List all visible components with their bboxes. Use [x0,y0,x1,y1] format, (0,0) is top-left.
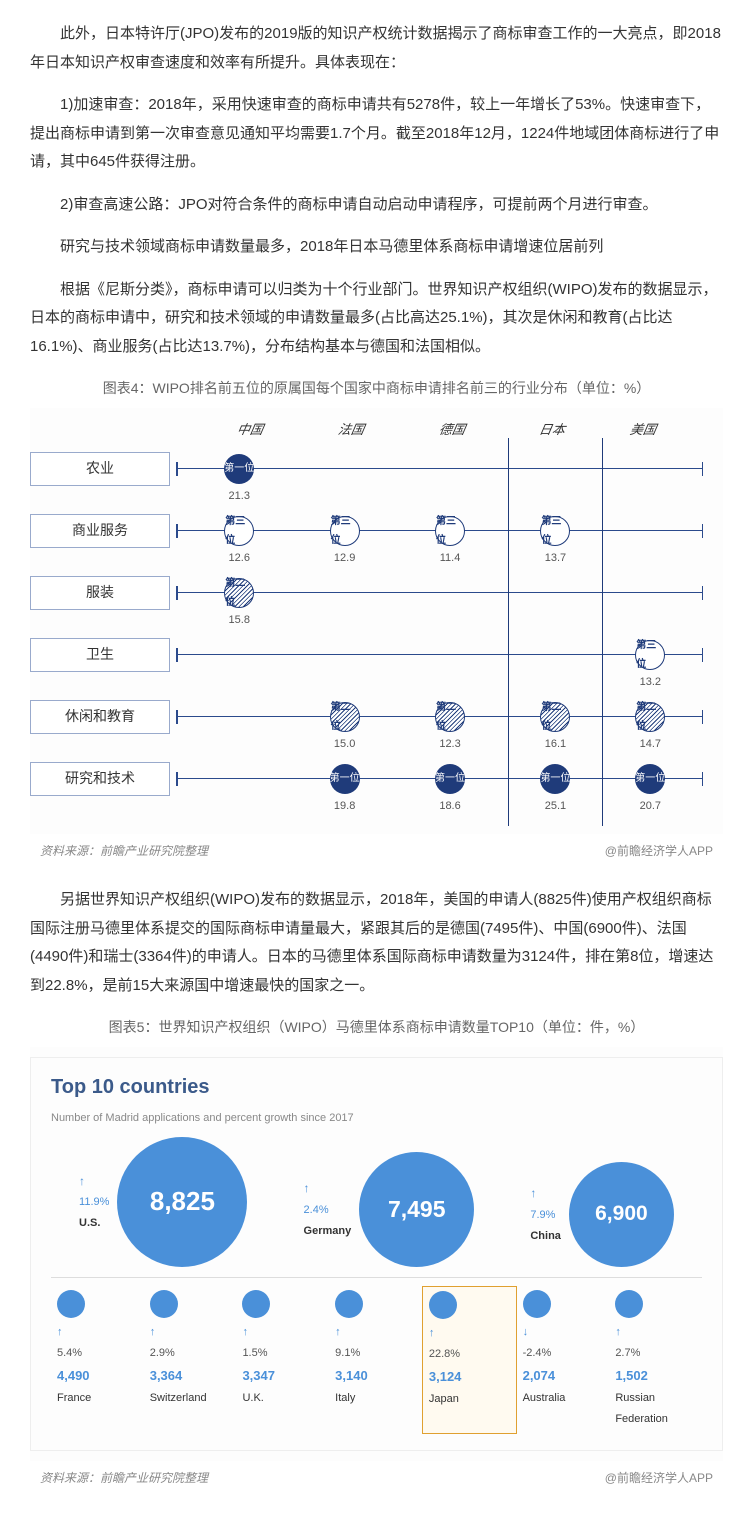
chart5-big-item: ↑11.9%U.S.8,825 [79,1137,247,1267]
chart5-small-item: ↓-2.4%2,074Australia [517,1286,610,1434]
chart5-big-item: ↑7.9%China6,900 [530,1162,674,1267]
chart4-row: 商业服务第三位12.6第三位12.9第三位11.4第三位13.7 [30,514,723,576]
paragraph-4: 研究与技术领域商标申请数量最多，2018年日本马德里体系商标申请增速位居前列 [30,233,723,262]
chart4-dot: 第三位 [330,516,360,546]
chart4-dot: 第一位 [330,764,360,794]
chart4-dot: 第二位 [635,702,665,732]
chart4-value: 14.7 [640,734,661,755]
chart5-small-item: ↑1.5%3,347U.K. [236,1286,329,1434]
chart5-heading: Top 10 countries [51,1068,702,1106]
chart4-dot: 第三位 [435,516,465,546]
chart4-dot: 第一位 [635,764,665,794]
chart4-dot: 第一位 [435,764,465,794]
chart4-row: 研究和技术第一位19.8第一位18.6第一位25.1第一位20.7 [30,762,723,824]
chart4-source: 资料来源：前瞻产业研究院整理 [40,840,208,863]
chart4-dot: 第一位 [224,454,254,484]
chart4-row: 农业 第一位21.3 [30,452,723,514]
chart5-credit: @前瞻经济学人APP [605,1467,713,1490]
chart5-big-item: ↑2.4%Germany7,495 [304,1152,475,1267]
chart4-credit: @前瞻经济学人APP [605,840,713,863]
chart4-dot: 第二位 [224,578,254,608]
chart4-dot: 第二位 [435,702,465,732]
chart4-row-label: 商业服务 [30,514,170,548]
chart4-row-label: 研究和技术 [30,762,170,796]
chart4-dot: 第一位 [540,764,570,794]
paragraph-5: 根据《尼斯分类》，商标申请可以归类为十个行业部门。世界知识产权组织(WIPO)发… [30,276,723,362]
chart4-value: 21.3 [229,486,250,507]
chart5-small-item: ↑9.1%3,140Italy [329,1286,422,1434]
chart4-row-label: 服装 [30,576,170,610]
chart5-source: 资料来源：前瞻产业研究院整理 [40,1467,208,1490]
chart4-value: 11.4 [440,548,461,569]
chart4: 中国法国德国日本美国农业第一位21.3商业服务第三位12.6第三位12.9第三位… [30,408,723,834]
chart5-small-item: ↑2.9%3,364Switzerland [144,1286,237,1434]
chart4-value: 15.0 [334,734,355,755]
chart5-subtitle: Number of Madrid applications and percen… [51,1108,702,1129]
paragraph-3: 2)审查高速公路：JPO对符合条件的商标申请自动启动申请程序，可提前两个月进行审… [30,191,723,220]
chart4-row: 休闲和教育第二位15.0第二位12.3第二位16.1第二位14.7 [30,700,723,762]
chart4-row-label: 卫生 [30,638,170,672]
chart4-value: 12.3 [439,734,460,755]
paragraph-1: 此外，日本特许厅(JPO)发布的2019版的知识产权统计数据揭示了商标审查工作的… [30,20,723,77]
chart4-dot: 第二位 [330,702,360,732]
chart4-value: 15.8 [229,610,250,631]
chart5-small-item: ↑5.4%4,490France [51,1286,144,1434]
chart4-dot: 第二位 [540,702,570,732]
chart4-value: 12.9 [334,548,355,569]
chart4-row: 服装 第二位15.8 [30,576,723,638]
chart4-value: 12.6 [229,548,250,569]
chart4-value: 20.7 [640,796,661,817]
chart4-row: 卫生 第三位13.2 [30,638,723,700]
chart4-title: 图表4：WIPO排名前五位的原属国每个国家中商标申请排名前三的行业分布（单位：%… [30,375,723,402]
chart5: Top 10 countriesNumber of Madrid applica… [30,1047,723,1461]
chart4-value: 25.1 [545,796,566,817]
chart4-row-label: 农业 [30,452,170,486]
chart4-value: 19.8 [334,796,355,817]
chart4-dot: 第三位 [635,640,665,670]
paragraph-2: 1)加速审查：2018年，采用快速审查的商标申请共有5278件，较上一年增长了5… [30,91,723,177]
chart4-dot: 第三位 [540,516,570,546]
chart4-dot: 第三位 [224,516,254,546]
chart4-row-label: 休闲和教育 [30,700,170,734]
paragraph-6: 另据世界知识产权组织(WIPO)发布的数据显示，2018年，美国的申请人(882… [30,886,723,1000]
chart4-value: 18.6 [439,796,460,817]
chart4-value: 13.2 [640,672,661,693]
chart5-small-item: ↑2.7%1,502Russian Federation [609,1286,702,1434]
chart5-small-item: ↑22.8%3,124Japan [422,1286,517,1434]
chart5-caption: 图表5：世界知识产权组织（WIPO）马德里体系商标申请数量TOP10（单位：件，… [30,1014,723,1041]
